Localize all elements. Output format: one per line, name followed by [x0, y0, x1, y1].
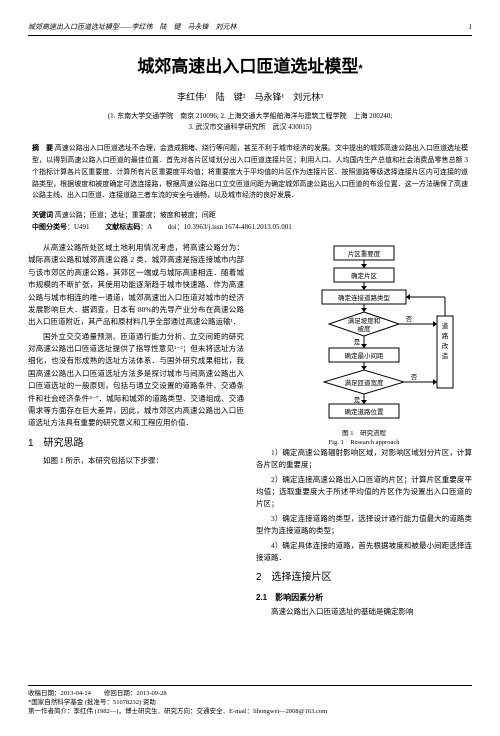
section2-1-title: 2.1 影响因素分析: [256, 591, 472, 604]
title-marker: *: [358, 63, 362, 75]
svg-text:片区重要度: 片区重要度: [348, 249, 381, 258]
step2: 2）确定连接高速公路出入口匝道的片区；计算片区重要度平均值；选取重要度大于所述平…: [256, 474, 472, 511]
svg-text:造: 造: [442, 351, 449, 360]
section1-p1: 如图 1 所示，本研究包括以下步骤：: [28, 455, 244, 467]
keywords-text: 高速公路；匝道；选址；重要度；坡度和被度；间距: [55, 211, 216, 219]
svg-text:被度: 被度: [358, 324, 372, 333]
abstract-label: 摘 要: [32, 145, 53, 152]
doc-label: 文献标志码: [105, 224, 140, 231]
header-right: 1: [469, 22, 473, 33]
step4: 4）确定具体连接的道路，首先根据坡度和被最小间距选择连接道路．: [256, 540, 472, 565]
svg-text:是: 是: [354, 338, 361, 346]
intro-p1: 从高速公路所处区域土地利用情况考虑，将高速公路分为：城际高速公路和城郊高速公路 …: [28, 242, 244, 329]
svg-text:确定道路位置: 确定道路位置: [345, 407, 385, 416]
footer-author: 第一作者简介：李红伟 (1982—)，博士研究生．研究方向：交通安全．E-mai…: [28, 707, 472, 716]
classcode: 中图分类号：U491 文献标志码：A doi：10.3963/j.issn 16…: [28, 222, 472, 234]
right-column: 片区重要度 确定片区 确定连接道路类型 满足坡度和 被度 是 否: [256, 242, 472, 620]
footer-recv: 收稿日期：2013-04-14 修回日期：2013-09-28: [28, 689, 472, 698]
svg-text:确定连接道路类型: 确定连接道路类型: [338, 293, 391, 302]
running-header: 城郊高速出入口匝道选址模型——李红伟 陆 键 马永锋 刘元林 1: [28, 22, 472, 36]
affiliations: (1. 东南大学交通学院 南京 210096; 2. 上海交通大学船舶海洋与建筑…: [28, 111, 472, 133]
svg-text:是: 是: [354, 396, 361, 404]
abstract-text: 高速公路出入口匝道选址不合理，会造成拥堵、绕行等问题，甚至不利于城市经济的发展。…: [32, 144, 468, 200]
cls-label: 中图分类号: [32, 224, 67, 231]
step3: 3）确定连接道路的类型，选择设计通行能力值最大的道路类型作为连接道路的类型；: [256, 513, 472, 538]
cls-code: ：U491: [67, 223, 90, 231]
fig-caption-en: Fig. 1 Research approach: [256, 439, 472, 447]
keywords: 关键词 高速公路；匝道；选址；重要度；坡度和被度；间距: [28, 210, 472, 222]
intro-p2: 国外立交交通量预测、匝道通行能力分析、立交间距的研究对高速公路出口匝道选址提供了…: [28, 331, 244, 430]
svg-text:满足坡度和: 满足坡度和: [348, 316, 381, 325]
svg-text:否: 否: [411, 373, 418, 381]
fig-caption: 图 1 研究流程 Fig. 1 Research approach: [256, 430, 472, 447]
keywords-label: 关键词: [32, 212, 53, 219]
paper-title: 城郊高速出入口匝道选址模型*: [28, 54, 472, 80]
authors: 李红伟¹ 陆 键² 马永锋¹ 刘元林³: [28, 91, 472, 105]
title-text: 城郊高速出入口匝道选址模型: [137, 57, 358, 76]
body-columns: 从高速公路所处区域土地利用情况考虑，将高速公路分为：城际高速公路和城郊高速公路 …: [28, 242, 472, 620]
svg-text:路: 路: [442, 331, 449, 340]
section1-title: 1 研究思路: [28, 436, 244, 453]
svg-text:否: 否: [406, 315, 413, 323]
svg-text:满足匝道宽度: 满足匝道宽度: [345, 378, 385, 387]
header-left: 城郊高速出入口匝道选址模型——李红伟 陆 键 马永锋 刘元林: [28, 22, 236, 33]
step1: 1）确定高速公路辐射影响区域，对影响区域划分片区，计算各片区的重要度；: [256, 447, 472, 472]
section2-1-p1: 高速公路出入口匝道选址的基础是确定影响: [256, 606, 472, 618]
footer: 收稿日期：2013-04-14 修回日期：2013-09-28 *国家自然科学基…: [28, 685, 472, 716]
flowchart-figure: 片区重要度 确定片区 确定连接道路类型 满足坡度和 被度 是 否: [259, 244, 469, 426]
svg-text:改: 改: [442, 341, 449, 350]
doi: doi：10.3963/j.issn 1674-4861.2013.05.001: [168, 223, 292, 231]
svg-text:确定最小间距: 确定最小间距: [345, 351, 385, 360]
left-column: 从高速公路所处区域土地利用情况考虑，将高速公路分为：城际高速公路和城郊高速公路 …: [28, 242, 244, 620]
footer-fund: *国家自然科学基金 (批准号：51078232) 资助: [28, 698, 472, 707]
section2-title: 2 选择连接片区: [256, 570, 472, 587]
fig-caption-cn: 图 1 研究流程: [256, 430, 472, 438]
doc-code: ：A: [140, 223, 152, 231]
svg-text:道: 道: [442, 321, 449, 330]
abstract: 摘 要 高速公路出入口匝道选址不合理，会造成拥堵、绕行等问题，甚至不利于城市经济…: [28, 143, 472, 202]
svg-text:确定片区: 确定片区: [351, 271, 378, 280]
